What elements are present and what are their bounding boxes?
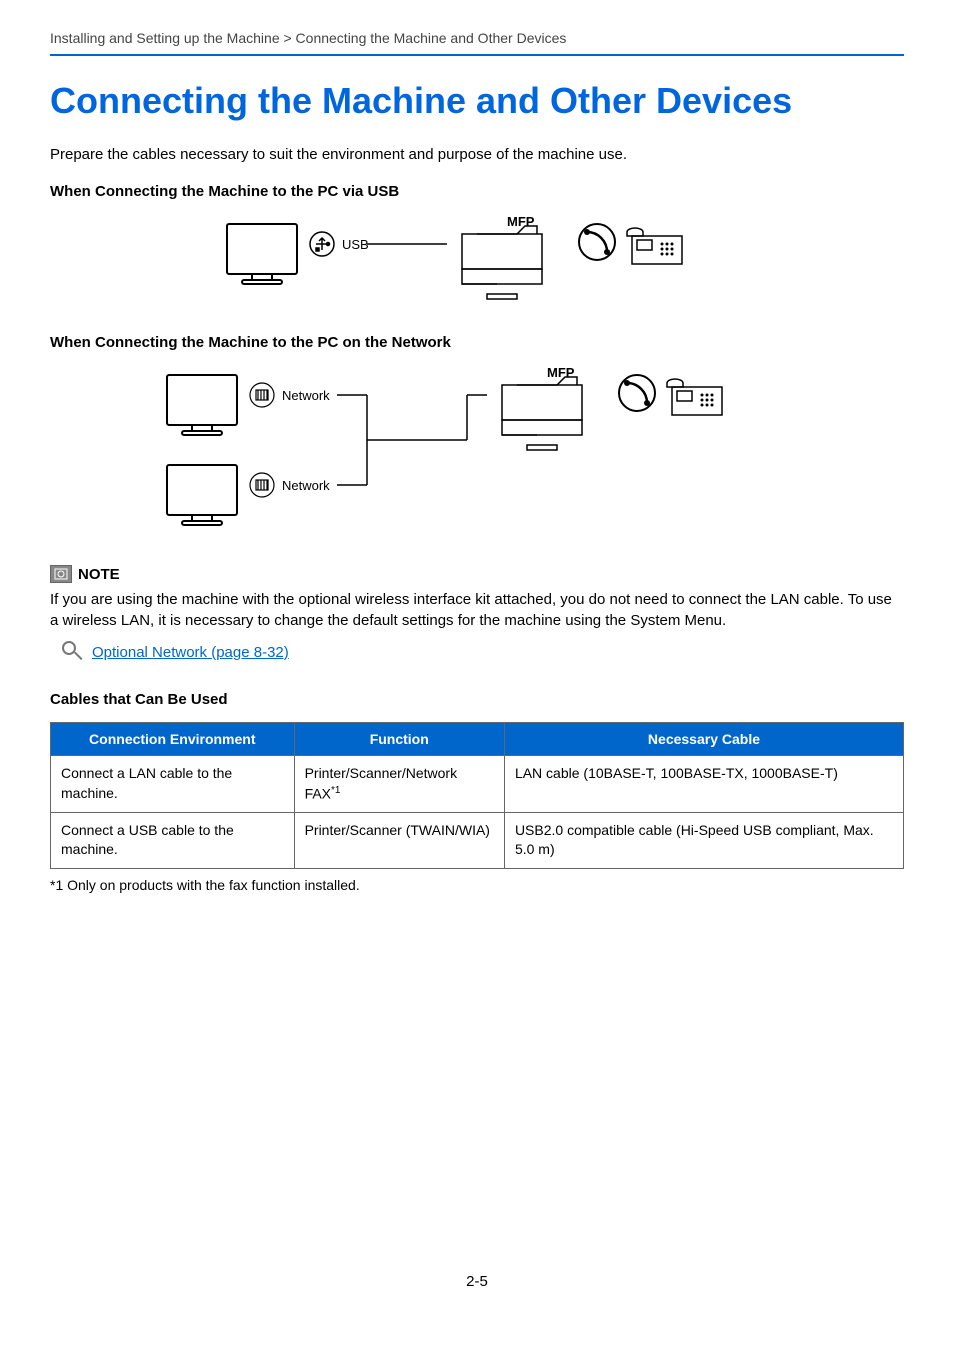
network-section-heading: When Connecting the Machine to the PC on… <box>50 334 904 351</box>
table-cell: Printer/Scanner/Network FAX*1 <box>294 756 504 813</box>
intro-text: Prepare the cables necessary to suit the… <box>50 146 904 163</box>
pc-icon <box>167 375 237 435</box>
usb-label: USB <box>342 237 369 252</box>
optional-network-link[interactable]: Optional Network (page 8-32) <box>92 644 289 661</box>
usb-diagram: USB MFP <box>50 214 904 314</box>
network-diagram: Network Network MFP <box>50 365 904 545</box>
network-port-icon <box>250 383 274 407</box>
col-header: Connection Environment <box>51 723 295 756</box>
table-row: Connect a LAN cable to the machine. Prin… <box>51 756 904 813</box>
col-header: Function <box>294 723 504 756</box>
footnote: *1 Only on products with the fax functio… <box>50 877 904 893</box>
note-label: NOTE <box>78 566 120 583</box>
network-port-icon <box>250 473 274 497</box>
network-label: Network <box>282 478 330 493</box>
magnifier-icon <box>60 641 82 663</box>
col-header: Necessary Cable <box>504 723 903 756</box>
page-title: Connecting the Machine and Other Devices <box>50 80 904 122</box>
printer-icon <box>502 377 582 450</box>
note-box: NOTE If you are using the machine with t… <box>50 565 904 663</box>
table-cell: USB2.0 compatible cable (Hi-Speed USB co… <box>504 812 903 868</box>
phone-device-icon <box>627 228 682 264</box>
pc-icon <box>167 465 237 525</box>
table-row: Connect a USB cable to the machine. Prin… <box>51 812 904 868</box>
pc-icon <box>227 224 297 284</box>
phone-handset-icon <box>579 224 615 260</box>
phone-handset-icon <box>619 375 655 411</box>
cable-table: Connection Environment Function Necessar… <box>50 722 904 869</box>
printer-icon <box>462 226 542 299</box>
usb-section-heading: When Connecting the Machine to the PC vi… <box>50 183 904 200</box>
table-cell: Printer/Scanner (TWAIN/WIA) <box>294 812 504 868</box>
usb-icon <box>310 232 334 256</box>
table-cell: LAN cable (10BASE-T, 100BASE-TX, 1000BAS… <box>504 756 903 813</box>
breadcrumb: Installing and Setting up the Machine > … <box>50 30 904 56</box>
note-body: If you are using the machine with the op… <box>50 589 904 631</box>
network-label: Network <box>282 388 330 403</box>
table-cell: Connect a USB cable to the machine. <box>51 812 295 868</box>
page-number: 2-5 <box>50 1273 904 1290</box>
phone-device-icon <box>667 379 722 415</box>
table-cell: Connect a LAN cable to the machine. <box>51 756 295 813</box>
cables-heading: Cables that Can Be Used <box>50 691 904 708</box>
note-icon <box>50 565 72 583</box>
